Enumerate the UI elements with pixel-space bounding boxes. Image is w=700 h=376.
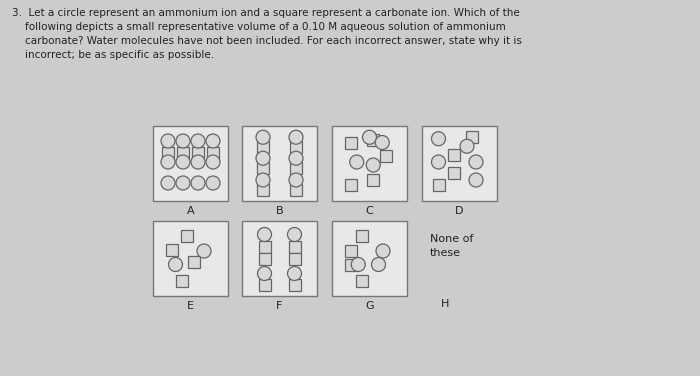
Circle shape bbox=[161, 155, 175, 169]
Bar bbox=[422, 126, 497, 201]
Circle shape bbox=[258, 267, 272, 280]
Circle shape bbox=[256, 130, 270, 144]
Circle shape bbox=[191, 176, 205, 190]
Circle shape bbox=[431, 155, 445, 169]
Bar bbox=[447, 167, 459, 179]
Bar bbox=[344, 245, 357, 257]
Bar bbox=[188, 256, 200, 268]
Circle shape bbox=[288, 227, 302, 241]
Circle shape bbox=[256, 173, 270, 187]
Bar bbox=[356, 230, 368, 242]
Bar bbox=[166, 244, 178, 256]
Bar bbox=[257, 141, 269, 153]
Circle shape bbox=[161, 176, 175, 190]
Bar bbox=[257, 184, 269, 196]
Circle shape bbox=[258, 227, 272, 241]
Text: None of
these: None of these bbox=[430, 234, 473, 258]
Bar bbox=[258, 279, 270, 291]
Circle shape bbox=[363, 130, 377, 144]
Text: B: B bbox=[276, 206, 284, 216]
Circle shape bbox=[366, 158, 380, 172]
Text: C: C bbox=[365, 206, 373, 216]
Text: D: D bbox=[455, 206, 463, 216]
Circle shape bbox=[351, 258, 365, 271]
Circle shape bbox=[289, 173, 303, 187]
Bar bbox=[356, 275, 368, 287]
Bar bbox=[242, 126, 317, 201]
Bar bbox=[344, 136, 357, 149]
Circle shape bbox=[469, 173, 483, 187]
Circle shape bbox=[289, 130, 303, 144]
Bar bbox=[288, 253, 300, 264]
Bar bbox=[153, 221, 228, 296]
Circle shape bbox=[161, 134, 175, 148]
Circle shape bbox=[375, 135, 389, 150]
Bar bbox=[192, 147, 204, 159]
Bar bbox=[344, 179, 357, 191]
Bar bbox=[290, 141, 302, 153]
Text: G: G bbox=[365, 301, 374, 311]
Text: 3.  Let a circle represent an ammonium ion and a square represent a carbonate io: 3. Let a circle represent an ammonium io… bbox=[12, 8, 522, 60]
Circle shape bbox=[288, 267, 302, 280]
Bar bbox=[207, 147, 219, 159]
Bar bbox=[258, 241, 270, 253]
Bar bbox=[447, 149, 459, 161]
Bar bbox=[332, 221, 407, 296]
Circle shape bbox=[372, 258, 386, 271]
Circle shape bbox=[256, 151, 270, 165]
Bar bbox=[368, 133, 379, 146]
Circle shape bbox=[206, 134, 220, 148]
Bar bbox=[258, 253, 270, 264]
Circle shape bbox=[176, 176, 190, 190]
Circle shape bbox=[197, 244, 211, 258]
Circle shape bbox=[191, 155, 205, 169]
Bar bbox=[290, 162, 302, 174]
Bar bbox=[466, 131, 478, 143]
Circle shape bbox=[289, 151, 303, 165]
Bar bbox=[433, 179, 445, 191]
Bar bbox=[288, 241, 300, 253]
Circle shape bbox=[350, 155, 364, 169]
Bar bbox=[242, 221, 317, 296]
Text: H: H bbox=[441, 299, 449, 309]
Circle shape bbox=[376, 244, 390, 258]
Text: A: A bbox=[187, 206, 195, 216]
Bar bbox=[290, 184, 302, 196]
Bar bbox=[257, 162, 269, 174]
Bar bbox=[162, 147, 174, 159]
Bar bbox=[332, 126, 407, 201]
Circle shape bbox=[176, 134, 190, 148]
Circle shape bbox=[176, 155, 190, 169]
Bar bbox=[380, 150, 392, 162]
Circle shape bbox=[169, 258, 183, 271]
Circle shape bbox=[460, 139, 474, 153]
Circle shape bbox=[469, 155, 483, 169]
Bar bbox=[181, 230, 192, 242]
Circle shape bbox=[191, 134, 205, 148]
Bar bbox=[344, 259, 357, 270]
Bar bbox=[177, 147, 189, 159]
Text: F: F bbox=[276, 301, 283, 311]
Circle shape bbox=[206, 155, 220, 169]
Bar bbox=[288, 279, 300, 291]
Bar bbox=[153, 126, 228, 201]
Text: E: E bbox=[187, 301, 194, 311]
Bar bbox=[368, 174, 379, 186]
Circle shape bbox=[206, 176, 220, 190]
Bar bbox=[176, 275, 188, 287]
Circle shape bbox=[431, 132, 445, 146]
